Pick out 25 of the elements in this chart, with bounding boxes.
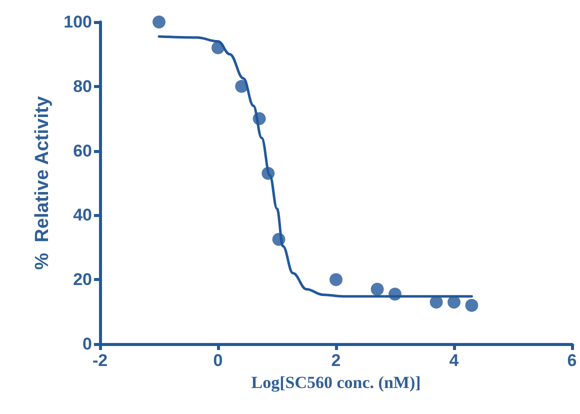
y-tick-label: 0: [82, 334, 92, 354]
point: [430, 296, 443, 309]
point: [212, 41, 224, 54]
point: [152, 16, 166, 28]
point: [252, 112, 266, 126]
y-tick-label: 80: [73, 76, 92, 96]
point: [388, 288, 402, 301]
x-tick-label: -2: [92, 351, 108, 370]
point: [448, 296, 460, 309]
y-tick-label: 40: [73, 206, 92, 225]
x-axis-title: Log[SC560 conc. (nM)]: [251, 373, 421, 392]
x-tick-label: 6: [567, 351, 577, 370]
point: [330, 273, 342, 286]
point: [370, 282, 384, 296]
point: [235, 80, 248, 93]
x-tick-label: 4: [449, 351, 460, 370]
x-tick-label: 0: [213, 351, 223, 370]
y-tick-label: 100: [64, 12, 92, 32]
x-tick-label: 2: [331, 351, 341, 370]
point: [272, 232, 286, 246]
y-tick-label: 60: [73, 141, 92, 160]
point: [465, 298, 478, 312]
point: [262, 166, 275, 180]
y-tick-label: 20: [73, 270, 92, 290]
y-axis-title: % Relative Activity: [32, 96, 53, 270]
